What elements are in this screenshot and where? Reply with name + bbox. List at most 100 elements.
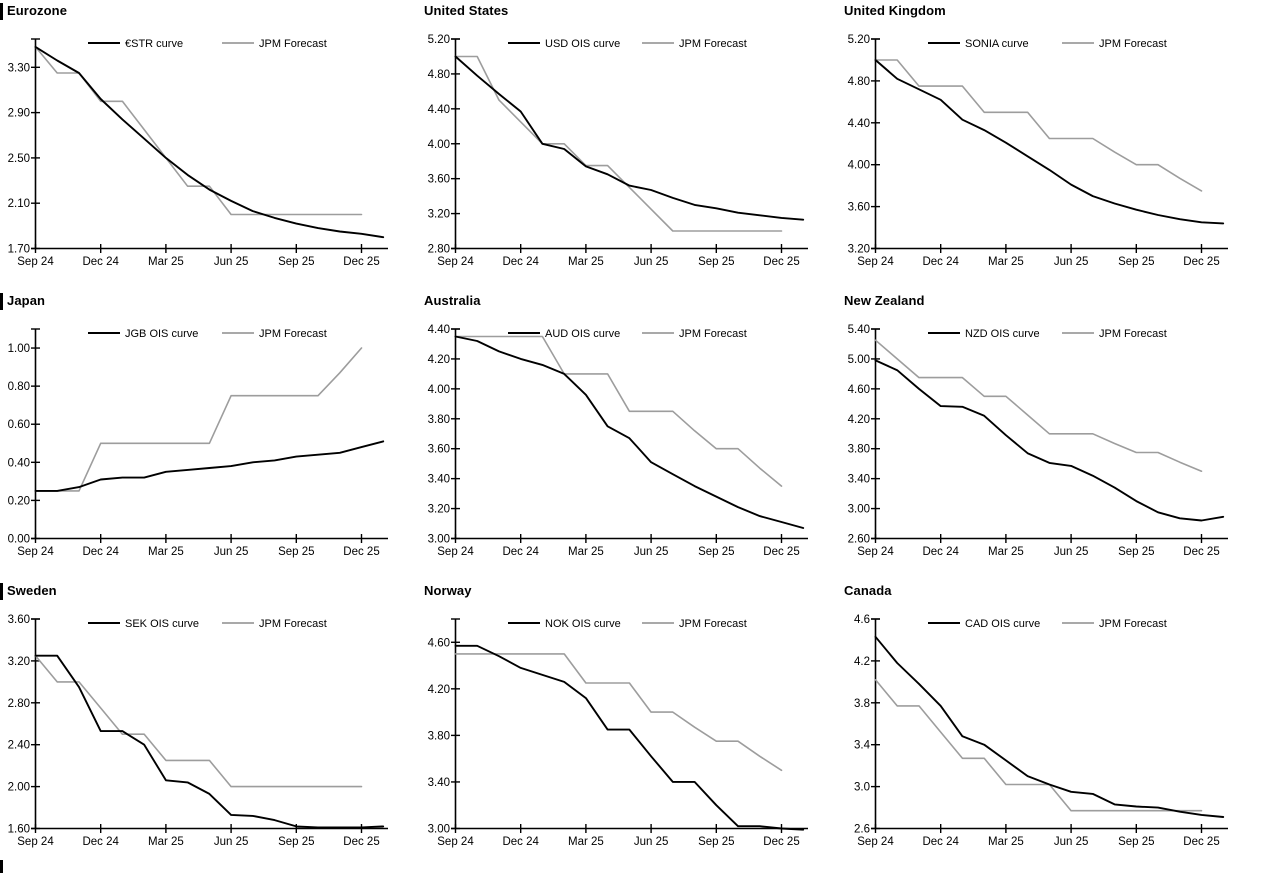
y-tick-label: 2.00 — [8, 782, 30, 794]
y-tick-label: 3.60 — [428, 444, 450, 456]
x-tick-label: Sep 25 — [1118, 836, 1154, 848]
chart-title: Australia — [424, 293, 481, 308]
x-tick-label: Dec 24 — [502, 836, 539, 848]
series-line-curve — [454, 644, 805, 831]
y-tick-label: 4.40 — [848, 118, 870, 130]
section-bar — [0, 293, 3, 310]
x-tick-label: Sep 25 — [278, 836, 314, 848]
y-tick-label: 3.40 — [428, 474, 450, 486]
series-line-forecast — [874, 59, 1203, 192]
series-line-forecast — [874, 679, 1203, 812]
x-tick-label: Sep 25 — [698, 836, 734, 848]
y-tick-label: 2.40 — [8, 740, 30, 752]
y-tick-label: 0.20 — [8, 495, 30, 507]
x-tick-label: Jun 25 — [634, 546, 669, 558]
x-tick-label: Sep 25 — [278, 256, 314, 268]
legend-label: JPM Forecast — [259, 328, 327, 340]
y-tick-label: 3.60 — [848, 202, 870, 214]
x-tick-label: Sep 24 — [857, 256, 894, 268]
y-tick-label: 3.0 — [854, 782, 870, 794]
y-tick-label: 4.60 — [848, 384, 870, 396]
x-tick-label: Mar 25 — [988, 256, 1024, 268]
chart-title-row: United Kingdom — [840, 0, 1264, 25]
legend: NZD OIS curve JPM Forecast — [928, 328, 1167, 340]
y-tick-label: 1.60 — [8, 824, 30, 836]
legend-label: JPM Forecast — [679, 328, 747, 340]
y-tick-label: 4.20 — [428, 684, 450, 696]
legend-label: CAD OIS curve — [965, 618, 1040, 630]
y-tick-label: 3.60 — [428, 174, 450, 186]
y-tick-label: 2.10 — [8, 198, 30, 210]
y-tick-label: 3.00 — [848, 504, 870, 516]
chart-united-kingdom: United Kingdom 5.20 4.80 4.40 4.00 3.60 3.20 Se… — [840, 0, 1264, 290]
x-tick-label: Dec 24 — [922, 256, 959, 268]
section-bar — [0, 583, 3, 600]
x-tick-label: Jun 25 — [1054, 256, 1089, 268]
chart-title: New Zealand — [844, 293, 925, 308]
x-tick-label: Sep 25 — [1118, 546, 1154, 558]
series-line-forecast — [34, 654, 363, 788]
y-tick-label: 3.20 — [8, 656, 30, 668]
x-tick-label: Dec 25 — [343, 546, 379, 558]
legend-label: JGB OIS curve — [125, 328, 198, 340]
chart-australia: Australia 4.40 4.20 4.00 3.80 3.60 3.40 3.20 3.0… — [420, 290, 840, 580]
x-tick-label: Mar 25 — [988, 546, 1024, 558]
x-tick-label: Dec 24 — [82, 256, 119, 268]
x-tick-label: Jun 25 — [214, 836, 249, 848]
y-tick-label: 4.2 — [854, 656, 870, 668]
legend-label: USD OIS curve — [545, 38, 620, 50]
y-tick-label: 1.00 — [8, 343, 30, 355]
y-tick-label: 4.20 — [848, 414, 870, 426]
legend: SEK OIS curve JPM Forecast — [88, 618, 327, 630]
y-tick-label: 4.00 — [428, 139, 450, 151]
x-tick-label: Sep 25 — [698, 546, 734, 558]
x-tick-label: Dec 25 — [763, 836, 799, 848]
chart-title: Japan — [7, 293, 46, 308]
y-tick-label: 2.90 — [8, 108, 30, 120]
y-tick-label: 3.30 — [8, 62, 30, 74]
chart-united-states: United States 5.20 4.80 4.40 4.00 3.60 3.20 2.8… — [420, 0, 840, 290]
y-tick-label: 3.00 — [428, 824, 450, 836]
x-tick-label: Dec 25 — [763, 256, 799, 268]
y-tick-label: 3.40 — [428, 777, 450, 789]
x-tick-label: Dec 24 — [82, 546, 119, 558]
x-tick-label: Sep 24 — [857, 546, 894, 558]
x-tick-label: Dec 24 — [82, 836, 119, 848]
y-tick-label: 4.40 — [428, 324, 450, 336]
y-tick-label: 3.80 — [848, 444, 870, 456]
legend: JGB OIS curve JPM Forecast — [88, 328, 327, 340]
series-line-forecast — [34, 46, 363, 216]
x-tick-label: Jun 25 — [214, 256, 249, 268]
chart-title: Eurozone — [7, 3, 68, 18]
x-tick-label: Dec 25 — [343, 256, 379, 268]
chart-title-row: Sweden — [0, 580, 420, 605]
chart-title-row: Eurozone — [0, 0, 420, 25]
x-tick-label: Dec 25 — [1183, 256, 1219, 268]
y-tick-label: 4.6 — [854, 614, 870, 626]
x-tick-label: Dec 24 — [922, 546, 959, 558]
chart-new-zealand: New Zealand 5.40 5.00 4.60 4.20 3.80 3.40 3.00 2… — [840, 290, 1264, 580]
x-tick-label: Dec 24 — [502, 546, 539, 558]
y-tick-label: 3.40 — [848, 474, 870, 486]
y-tick-label: 4.20 — [428, 354, 450, 366]
y-tick-label: 4.00 — [428, 384, 450, 396]
x-tick-label: Sep 24 — [17, 256, 54, 268]
chart-eurozone: Eurozone 3.30 2.90 2.50 2.10 1.70 Sep 24 Dec 24… — [0, 0, 420, 290]
x-tick-label: Mar 25 — [988, 836, 1024, 848]
chart-canada: Canada 4.6 4.2 3.8 3.4 3.0 2.6 Sep 24 Dec 24 Mar … — [840, 580, 1264, 873]
y-tick-label: 3.20 — [428, 504, 450, 516]
y-tick-label: 0.00 — [8, 534, 30, 546]
x-tick-label: Dec 24 — [922, 836, 959, 848]
chart-title: Norway — [424, 583, 472, 598]
y-tick-label: 5.00 — [848, 354, 870, 366]
y-tick-label: 0.40 — [8, 457, 30, 469]
legend-label: JPM Forecast — [259, 618, 327, 630]
legend: SONIA curve JPM Forecast — [928, 38, 1167, 50]
y-tick-label: 3.80 — [428, 414, 450, 426]
